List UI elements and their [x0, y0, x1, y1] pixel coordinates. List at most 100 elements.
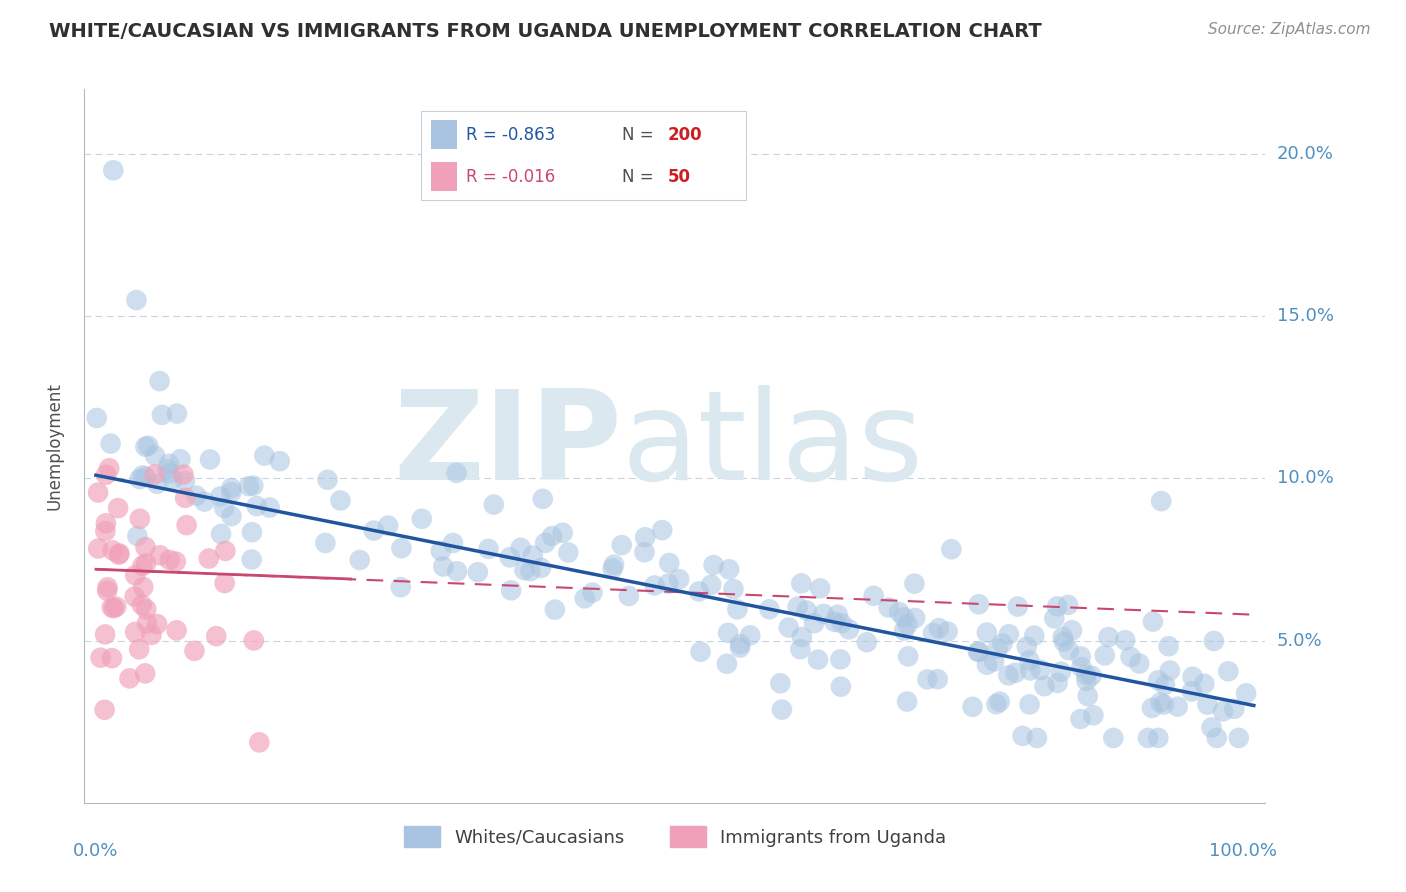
Point	[1147, 673, 1170, 688]
Point	[212, 500, 235, 515]
Point	[242, 478, 264, 492]
Point	[316, 473, 339, 487]
Text: 20.0%: 20.0%	[1277, 145, 1333, 163]
Point	[389, 580, 412, 594]
Point	[100, 436, 122, 450]
Point	[725, 602, 748, 616]
Point	[124, 568, 146, 582]
Point	[644, 578, 666, 592]
Point	[198, 551, 221, 566]
Point	[432, 559, 454, 574]
Point	[838, 623, 860, 637]
Point	[477, 541, 499, 556]
Point	[831, 616, 853, 631]
Point	[183, 644, 205, 658]
Point	[143, 449, 166, 463]
Point	[176, 518, 198, 533]
Point	[86, 411, 108, 425]
Point	[146, 476, 169, 491]
Point	[807, 652, 830, 666]
Point	[441, 536, 464, 550]
Point	[789, 642, 811, 657]
Point	[897, 649, 920, 664]
Legend: Whites/Caucasians, Immigrants from Uganda: Whites/Caucasians, Immigrants from Ugand…	[396, 819, 953, 855]
Point	[1076, 673, 1098, 688]
Point	[1018, 653, 1040, 667]
Point	[1097, 630, 1119, 644]
Point	[482, 498, 505, 512]
Point	[1057, 598, 1080, 612]
Text: 5.0%: 5.0%	[1277, 632, 1322, 649]
Point	[1128, 657, 1150, 671]
Point	[803, 616, 825, 631]
Point	[118, 672, 141, 686]
Point	[617, 589, 640, 603]
Point	[786, 599, 808, 614]
Point	[128, 512, 150, 526]
Text: ZIP: ZIP	[394, 385, 621, 507]
Point	[657, 576, 679, 591]
Point	[1011, 729, 1033, 743]
Point	[166, 407, 188, 421]
Point	[534, 536, 557, 550]
Point	[716, 657, 738, 671]
Point	[700, 578, 723, 592]
Point	[87, 541, 110, 556]
Point	[1018, 698, 1040, 712]
Point	[1046, 676, 1069, 690]
Point	[101, 543, 124, 558]
Text: WHITE/CAUCASIAN VS IMMIGRANTS FROM UGANDA UNEMPLOYMENT CORRELATION CHART: WHITE/CAUCASIAN VS IMMIGRANTS FROM UGAND…	[49, 22, 1042, 41]
Point	[668, 572, 690, 586]
Point	[94, 467, 117, 482]
Point	[634, 530, 657, 544]
Point	[193, 494, 215, 508]
Point	[1077, 689, 1099, 703]
Point	[238, 479, 260, 493]
Point	[1029, 663, 1052, 677]
Point	[314, 536, 336, 550]
Point	[544, 602, 567, 616]
Point	[411, 512, 433, 526]
Point	[928, 621, 950, 635]
Point	[1074, 668, 1097, 682]
Point	[247, 735, 270, 749]
Point	[209, 527, 232, 541]
Point	[1140, 701, 1163, 715]
Point	[717, 626, 740, 640]
Point	[519, 564, 541, 578]
Point	[240, 525, 263, 540]
Point	[1157, 639, 1180, 653]
Point	[391, 541, 413, 555]
Point	[941, 542, 963, 557]
Point	[94, 524, 117, 538]
Point	[349, 553, 371, 567]
Point	[796, 603, 818, 617]
Point	[93, 703, 115, 717]
Point	[967, 597, 990, 611]
Point	[769, 676, 792, 690]
Point	[962, 699, 984, 714]
Text: 15.0%: 15.0%	[1277, 307, 1333, 326]
Point	[830, 680, 852, 694]
Point	[1153, 698, 1175, 712]
Point	[363, 524, 385, 538]
Point	[166, 624, 188, 638]
Point	[557, 545, 579, 559]
Point	[541, 529, 564, 543]
Point	[581, 585, 603, 599]
Point	[988, 695, 1011, 709]
Point	[125, 293, 148, 307]
Point	[128, 472, 150, 486]
Point	[531, 491, 554, 506]
Point	[1080, 669, 1102, 683]
Point	[1218, 665, 1240, 679]
Point	[1083, 708, 1105, 723]
Point	[1094, 648, 1116, 663]
Point	[1149, 695, 1171, 709]
Point	[936, 624, 959, 639]
Point	[446, 564, 468, 578]
Point	[603, 558, 626, 572]
Point	[813, 607, 835, 621]
Point	[198, 452, 221, 467]
Point	[790, 630, 813, 644]
